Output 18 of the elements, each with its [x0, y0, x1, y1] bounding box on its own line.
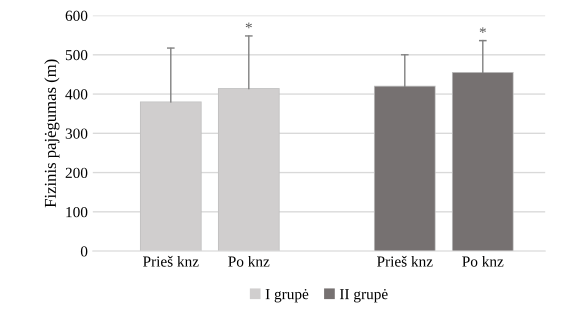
annotation: * [480, 27, 486, 33]
y-tick-label: 500 [66, 50, 88, 60]
x-tick-label: Prieš knz [377, 256, 433, 267]
x-tick-label: Po knz [462, 256, 504, 267]
y-tick-label: 200 [66, 168, 88, 178]
bar [452, 72, 514, 252]
y-tick-label: 600 [66, 10, 88, 21]
annotation: * [246, 22, 252, 28]
x-tick-label: Prieš knz [143, 256, 199, 267]
y-tick-label: 0 [80, 246, 88, 257]
legend-label: I grupė [266, 288, 308, 302]
x-tick-label: Po knz [228, 256, 270, 267]
y-tick-label: 400 [65, 89, 88, 100]
y-tick-label: 300 [66, 128, 88, 139]
bar [374, 86, 436, 252]
y-axis-title: Fizinis pajėgumas (m) [44, 60, 60, 208]
y-tick-label: 100 [66, 206, 88, 218]
legend-label: II grupė [340, 288, 388, 302]
